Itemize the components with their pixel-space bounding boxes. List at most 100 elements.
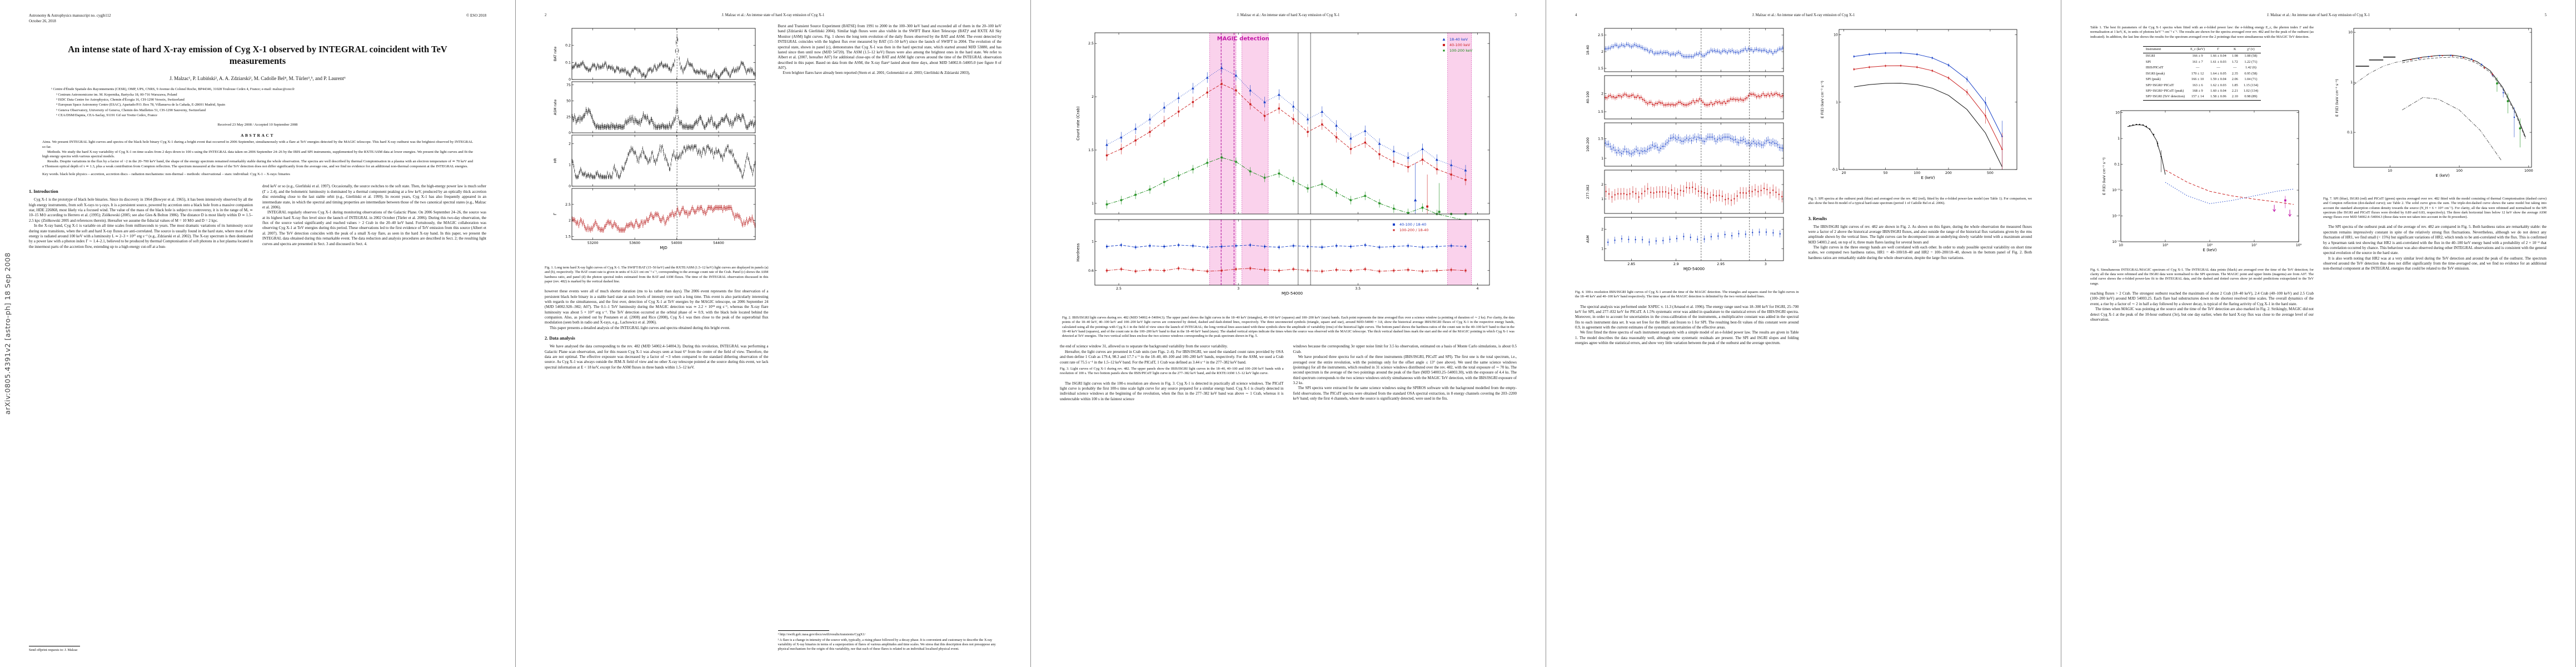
page-number-spacer	[1060, 13, 1082, 17]
svg-text:1: 1	[2350, 81, 2353, 84]
svg-text:10⁻⁴: 10⁻⁴	[2112, 240, 2120, 244]
paragraph: ² Centrum Astronomiczne im. M. Kopernika…	[56, 92, 177, 97]
page3-col-right: windows because the corresponding 3σ upp…	[1293, 344, 1517, 653]
table-cell: SPI (peak)	[2145, 77, 2161, 82]
table-cell: 2.10	[2231, 94, 2238, 99]
svg-text:54000: 54000	[671, 241, 682, 245]
table-cell: 2.21	[2231, 88, 2238, 93]
table-header-cell: χ² (ν)	[2240, 46, 2261, 54]
svg-text:MAGIC detection: MAGIC detection	[1217, 36, 1269, 42]
table-1-caption: Table 1. The best fit parameters of the …	[2090, 26, 2314, 39]
svg-text:10⁹: 10⁹	[2296, 243, 2302, 247]
table-row: ISGRI 166 ± 9 1.66 ± 0.04 1.98 1.08 (58)	[2143, 53, 2261, 59]
affiliations: ¹ Centre d'Étude Spatiale des Rayonnemen…	[48, 87, 467, 118]
svg-text:50: 50	[1883, 171, 1887, 175]
table-cell: 2.35	[2231, 71, 2238, 76]
svg-text:2.85: 2.85	[1628, 262, 1636, 266]
svg-text:1: 1	[2117, 137, 2120, 141]
table-cell: 0.95 (58)	[2244, 71, 2258, 76]
manuscript-header: Astronomy & Astrophysics manuscript no. …	[29, 13, 486, 24]
svg-text:100-200 keV: 100-200 keV	[1449, 48, 1473, 53]
page4-col-right: 20 50 100 200 500 0.1 1 10 E (keV) E F(E) (keV cm…	[1808, 24, 2032, 653]
page4-columns: 1.5 2 2.5 18-40 1.5 2 40-100 1 1.5 100-200 1 2 277-3…	[1575, 24, 2032, 653]
figure-5-chart: 20 50 100 200 500 0.1 1 10 E (keV) E F(E) (keV cm…	[1810, 24, 2030, 194]
page5-col1-text: reaching fluxes > 2 Crab. The strongest …	[2090, 291, 2314, 322]
paragraph: The ISGRI light curves with the 100-s re…	[1060, 381, 1284, 401]
svg-text:10⁻²: 10⁻²	[2112, 188, 2120, 192]
table-cell: 1.72	[2231, 59, 2238, 64]
svg-text:10: 10	[2119, 243, 2123, 247]
paragraph: The SPI spectra of the outburst peak and…	[2323, 225, 2547, 256]
table-cell: SPI+ISGRI+PICsIT (peak)	[2145, 88, 2184, 93]
figure-5: 20 50 100 200 500 0.1 1 10 E (keV) E F(E) (keV cm…	[1808, 24, 2032, 194]
table-cell: 1.64 ± 0.05	[2210, 71, 2226, 76]
page3-col-left: the end of science window 31, allowed us…	[1060, 344, 1284, 653]
table-cell: 170 ± 12	[2191, 71, 2204, 76]
running-head: 4 J. Malzac et al.: An intense state of …	[1575, 13, 2032, 17]
paragraph: We have produced three spectra for each …	[1293, 355, 1517, 386]
figure-1: 0 0.1 0.2 BAT rate 0 25 50 75 ASM rate 0 1 2 HR 53200…	[545, 24, 769, 263]
section-3-heading: 3. Results	[1808, 216, 1827, 221]
svg-text:1: 1	[1836, 101, 1838, 104]
svg-text:1: 1	[1092, 202, 1094, 206]
svg-text:E (keV): E (keV)	[1921, 176, 1935, 180]
svg-text:40-100 / 18-40: 40-100 / 18-40	[1399, 222, 1426, 227]
table-cell: 1.08 (58)	[2244, 54, 2258, 58]
paragraph: Burst and Transient Source Experiment (B…	[778, 24, 1002, 70]
table-header-cell: E_c (keV)	[2188, 46, 2208, 54]
footnote-2: ² A flare is a change in intensity of th…	[778, 638, 996, 651]
svg-text:Count rate (Crab): Count rate (Crab)	[1076, 106, 1080, 141]
manuscript-header-left: Astronomy & Astrophysics manuscript no. …	[29, 13, 111, 24]
table-header-cell: Γ	[2208, 46, 2229, 54]
svg-text:1.5: 1.5	[1598, 67, 1603, 71]
svg-text:2: 2	[1601, 227, 1603, 231]
spacer	[29, 250, 253, 643]
paragraph: reaching fluxes > 2 Crab. The strongest …	[2090, 291, 2314, 306]
svg-text:0: 0	[569, 185, 571, 188]
page2-col-left: 0 0.1 0.2 BAT rate 0 25 50 75 ASM rate 0 1 2 HR 53200…	[545, 24, 769, 653]
svg-text:53600: 53600	[630, 241, 641, 245]
paper-title: An intense state of hard X-ray emission …	[68, 43, 447, 67]
paragraph: Aims. We present INTEGRAL light curves a…	[42, 140, 473, 149]
svg-text:1.5: 1.5	[1598, 137, 1603, 141]
figure-7-caption: Fig. 7. SPI (blue), ISGRI (red) and PICs…	[2323, 197, 2547, 220]
table-row: IBIS/PICsIT — — — 1.42 (6)	[2143, 65, 2261, 71]
page-number-spacer	[979, 13, 1001, 17]
paragraph: The spectral analysis was performed unde…	[1575, 304, 1799, 330]
page-2: 2 J. Malzac et al.: An intense state of …	[515, 0, 1030, 667]
svg-text:0: 0	[569, 78, 571, 82]
figure-5-caption: Fig. 5. SPI spectra at the outburst peak…	[1808, 197, 2032, 206]
paragraph: The times when MAGIC was pointing at the…	[2090, 307, 2314, 322]
paragraph: In the X-ray band, Cyg X-1 is variable o…	[29, 223, 253, 249]
svg-text:10⁵: 10⁵	[2207, 243, 2213, 247]
intro-col2-text: dred keV or so (e.g., Gierliński et al. …	[262, 184, 486, 247]
footnote-rule	[778, 630, 829, 631]
svg-text:0.1: 0.1	[2347, 131, 2353, 135]
svg-text:277-382: 277-382	[1586, 185, 1590, 199]
table-cell: —	[2216, 66, 2220, 70]
table-cell: 1.66 ± 0.04	[2210, 54, 2226, 58]
table-cell: 0.98 (89)	[2244, 94, 2258, 99]
paragraph: the end of science window 31, allowed us…	[1060, 344, 1228, 349]
received-accepted-dates: Received 23 May 2008 / Accepted 10 Septe…	[217, 123, 298, 127]
paragraph: Results. Despite variations in the flux …	[42, 159, 473, 168]
running-title: J. Malzac et al.: An intense state of ha…	[1237, 13, 1340, 17]
page1-col-right: dred keV or so (e.g., Gierliński et al. …	[262, 184, 486, 653]
table-header-cell: K	[2229, 46, 2241, 54]
table-cell: 1.04 (71)	[2244, 77, 2258, 82]
figure-2-chart: 1 1.5 2 2.5 Count rate (Crab) MAGIC detection…	[1062, 24, 1515, 313]
paragraph: Even brighter flares have already been r…	[783, 71, 970, 76]
page-3: J. Malzac et al.: An intense state of ha…	[1030, 0, 1546, 667]
table-cell: —	[2195, 66, 2200, 70]
svg-text:53200: 53200	[587, 241, 599, 245]
page2-col2-text: Burst and Transient Source Experiment (B…	[778, 24, 1002, 76]
table-cell: 157 ± 14	[2191, 94, 2204, 99]
running-title: J. Malzac et al.: An intense state of ha…	[2267, 13, 2370, 17]
svg-text:E F(E) (keV cm⁻² s⁻¹): E F(E) (keV cm⁻² s⁻¹)	[2102, 157, 2106, 195]
table-row: SPI (peak) 166 ± 10 1.59 ± 0.04 2.06 1.04 (7…	[2143, 77, 2261, 82]
table-cell: SPI	[2145, 59, 2151, 64]
svg-text:3: 3	[1237, 287, 1239, 291]
page2-col-right: Burst and Transient Source Experiment (B…	[778, 24, 1002, 653]
svg-text:100: 100	[2456, 169, 2463, 173]
